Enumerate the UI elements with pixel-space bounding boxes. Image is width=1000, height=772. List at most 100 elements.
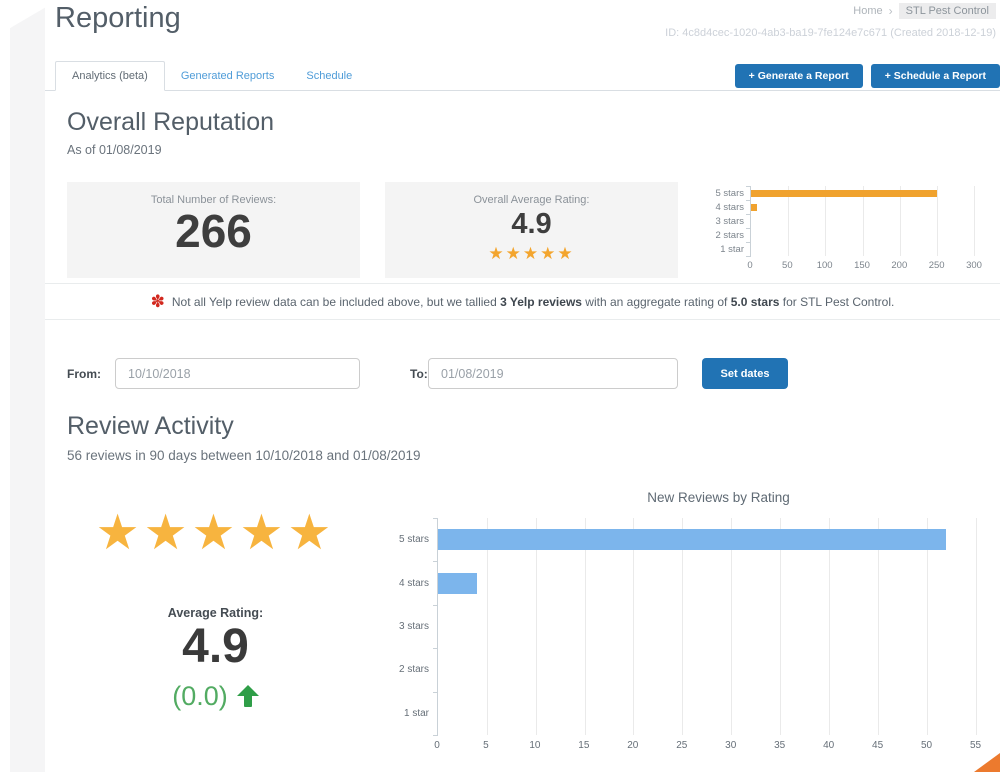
chart-category-2-stars: 2 stars: [715, 229, 744, 241]
rating-distribution-chart: 5 stars 4 stars 3 stars 2 stars 1 star 0 50 10…: [700, 186, 1000, 271]
chart-gridline: [974, 186, 975, 256]
summary-cards-row: Total Number of Reviews: 266 Overall Ave…: [67, 182, 1000, 278]
chart-plot-area: [433, 518, 1000, 736]
breadcrumb-separator-icon: ›: [888, 4, 893, 18]
chart-gridline: [862, 186, 864, 256]
bar-4-stars: [751, 203, 757, 211]
x-tick-label: 20: [627, 740, 639, 751]
x-tick-label: 15: [578, 740, 590, 751]
chart-plot-area: [746, 186, 975, 257]
y-axis-notch: [433, 648, 438, 650]
page-title: Reporting: [55, 2, 181, 34]
x-tick-label: 50: [782, 260, 793, 271]
breadcrumb-home-link[interactable]: Home: [853, 5, 883, 17]
chart-gridline: [633, 518, 635, 735]
y-axis-notch: [746, 200, 751, 201]
chart-row: [751, 228, 974, 242]
tab-generated-reports[interactable]: Generated Reports: [180, 70, 275, 82]
account-id-line: ID: 4c8d4cec-1020-4ab3-ba19-7fe124e7c671…: [665, 27, 996, 39]
chart-row: [438, 692, 1000, 735]
chart-row: [751, 186, 974, 200]
chart-gridline: [780, 518, 782, 735]
x-tick-label: 0: [434, 740, 440, 751]
y-axis-notch: [746, 256, 751, 257]
x-tick-label: 50: [921, 740, 933, 751]
chart-row: [751, 200, 974, 214]
yelp-note: ✽ Not all Yelp review data can be includ…: [45, 283, 1000, 320]
chart-x-axis: 0 50 100 150 200 250 300: [747, 256, 982, 271]
breadcrumb: Home › STL Pest Control: [853, 3, 996, 19]
y-axis-notch: [746, 186, 751, 187]
total-reviews-value: 266: [175, 205, 252, 257]
chart-gridline: [788, 186, 790, 256]
bar-4-stars: [438, 572, 478, 594]
breadcrumb-current: STL Pest Control: [898, 3, 996, 19]
trend-up-icon: [236, 684, 259, 708]
chart-y-labels: 5 stars 4 stars 3 stars 2 stars 1 star: [390, 518, 437, 735]
chart-gridline: [936, 186, 938, 256]
y-axis-notch: [433, 518, 438, 519]
review-activity-heading: Review Activity: [67, 412, 234, 440]
chart-category-4-stars: 4 stars: [715, 201, 744, 213]
chart-y-labels: 5 stars 4 stars 3 stars 2 stars 1 star: [700, 186, 750, 256]
period-rating-block: ★★★★★ Average Rating: 4.9 (0.0): [78, 505, 353, 712]
chart-row: [438, 605, 1000, 648]
chart-category-1-star: 1 star: [403, 707, 429, 719]
to-label: To:: [410, 367, 428, 381]
large-star-rating-icons: ★★★★★: [95, 506, 336, 560]
chart-gridline: [682, 518, 684, 735]
chart-title: New Reviews by Rating: [647, 490, 790, 505]
corner-wedge-decoration: [0, 0, 58, 34]
chart-gridline: [975, 518, 977, 735]
chart-category-3-stars: 3 stars: [398, 621, 429, 633]
chart-row: [438, 648, 1000, 691]
chart-gridline: [825, 186, 827, 256]
y-axis-notch: [433, 604, 438, 606]
chart-row: [751, 242, 974, 256]
x-tick-label: 55: [969, 740, 982, 751]
period-average-value: 4.9: [182, 620, 249, 674]
corner-triangle-decoration: [974, 753, 1000, 772]
chart-category-2-stars: 2 stars: [398, 664, 429, 676]
x-tick-label: 30: [725, 740, 737, 751]
from-date-input[interactable]: [115, 358, 360, 389]
total-reviews-card: Total Number of Reviews: 266: [67, 182, 360, 278]
chart-category-1-star: 1 star: [720, 243, 744, 255]
chart-gridline: [584, 518, 586, 735]
chart-gridline: [877, 518, 879, 735]
star-rating-icons: ★★★★★: [488, 244, 575, 264]
chart-gridline: [486, 518, 488, 735]
page-left-margin: [10, 0, 45, 772]
chart-gridline: [899, 186, 901, 256]
bar-5-stars: [438, 529, 947, 551]
tab-analytics[interactable]: Analytics (beta): [55, 61, 165, 91]
period-average-label: Average Rating:: [167, 606, 264, 621]
set-dates-button[interactable]: Set dates: [702, 358, 788, 389]
y-axis-notch: [433, 561, 438, 563]
chart-x-axis: 0 5 10 15 20 25 30 35 40 45 50 55: [434, 735, 1000, 751]
average-rating-value: 4.9: [511, 208, 552, 240]
chart-row: [438, 561, 1000, 604]
rating-delta-value: (0.0): [172, 680, 228, 711]
tab-schedule[interactable]: Schedule: [306, 70, 353, 82]
yelp-icon: ✽: [150, 292, 165, 311]
chart-gridline: [731, 518, 733, 735]
x-tick-label: 35: [774, 740, 786, 751]
chart-gridline: [828, 518, 830, 735]
x-tick-label: 10: [529, 740, 541, 751]
rating-delta: (0.0): [78, 681, 353, 712]
chart-category-4-stars: 4 stars: [398, 577, 429, 589]
x-tick-label: 200: [891, 260, 908, 271]
y-axis-notch: [433, 735, 438, 736]
to-date-input[interactable]: [428, 358, 678, 389]
x-tick-label: 250: [928, 260, 945, 271]
new-reviews-by-rating-chart: New Reviews by Rating 5 stars 4 stars 3 st…: [390, 490, 1000, 751]
x-tick-label: 100: [816, 260, 833, 271]
average-rating-label: Overall Average Rating:: [473, 194, 590, 206]
schedule-report-button[interactable]: + Schedule a Report: [870, 64, 1000, 88]
y-axis-notch: [746, 242, 751, 243]
generate-report-button[interactable]: + Generate a Report: [734, 64, 863, 88]
yelp-note-text: Not all Yelp review data can be included…: [171, 294, 895, 309]
y-axis-notch: [746, 228, 751, 229]
